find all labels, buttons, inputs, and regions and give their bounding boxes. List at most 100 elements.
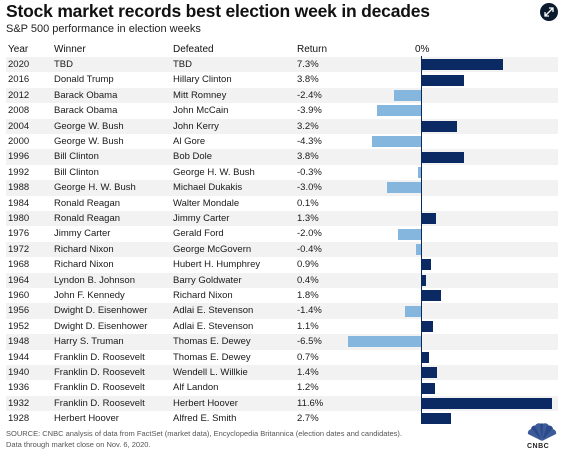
row-winner: Franklin D. Roosevelt: [54, 397, 145, 409]
row-defeated: Hillary Clinton: [173, 74, 232, 86]
row-defeated: Thomas E. Dewey: [173, 336, 251, 348]
bar-1996: [421, 151, 464, 163]
row-winner: George W. Bush: [54, 120, 124, 132]
row-year: 1972: [8, 243, 30, 255]
bar-1948: [347, 336, 421, 348]
row-year: 1956: [8, 305, 30, 317]
row-year: 2016: [8, 74, 30, 86]
row-winner: Jimmy Carter: [54, 228, 111, 240]
table-row: 2008 Barack Obama John McCain -3.9%: [6, 103, 558, 118]
bar-1980: [421, 213, 436, 225]
table-row: 2004 George W. Bush John Kerry 3.2%: [6, 118, 558, 134]
bar-1988: [387, 182, 421, 194]
bar-1968: [421, 259, 432, 271]
bar-1964: [421, 274, 426, 286]
header-winner: Winner: [54, 44, 86, 55]
row-return: 3.8%: [297, 74, 319, 86]
row-defeated: Herbert Hoover: [173, 397, 238, 409]
table-row: 2020 TBD TBD 7.3%: [6, 57, 558, 73]
row-return: 0.4%: [297, 274, 319, 286]
row-winner: Donald Trump: [54, 74, 114, 86]
row-winner: Richard Nixon: [54, 243, 114, 255]
row-year: 1968: [8, 259, 30, 271]
header-year: Year: [8, 44, 29, 55]
expand-button[interactable]: [540, 3, 558, 21]
cnbc-logo-icon: [527, 423, 557, 441]
row-return: 1.4%: [297, 367, 319, 378]
row-return: -3.9%: [297, 105, 322, 117]
table-row: 1972 Richard Nixon George McGovern -0.4%: [6, 241, 558, 258]
row-winner: Bill Clinton: [54, 151, 99, 163]
bar-2016: [421, 74, 464, 86]
row-year: 2008: [8, 105, 30, 117]
row-defeated: Alf Landon: [173, 382, 219, 394]
chart-subtitle: S&P 500 performance in election weeks: [6, 23, 201, 35]
row-defeated: John Kerry: [173, 120, 219, 132]
row-return: -0.3%: [297, 166, 322, 178]
bar-1952: [421, 321, 434, 332]
footer-source: SOURCE: CNBC analysis of data from FactS…: [6, 429, 402, 450]
row-year: 1976: [8, 228, 30, 240]
row-year: 1964: [8, 274, 30, 286]
row-year: 1932: [8, 397, 30, 409]
row-year: 1960: [8, 290, 30, 301]
table-row: 1960 John F. Kennedy Richard Nixon 1.8%: [6, 288, 558, 303]
row-return: -1.4%: [297, 305, 322, 317]
row-year: 1992: [8, 166, 30, 178]
row-return: 1.2%: [297, 382, 319, 394]
table-row: 1932 Franklin D. Roosevelt Herbert Hoover 1…: [6, 395, 558, 412]
row-defeated: Walter Mondale: [173, 197, 240, 209]
header-return: Return: [297, 44, 328, 55]
row-defeated: Al Gore: [173, 136, 206, 147]
row-year: 1940: [8, 367, 30, 378]
bar-1936: [421, 382, 435, 394]
row-year: 1928: [8, 413, 30, 425]
bar-1940: [421, 367, 437, 379]
row-winner: Ronald Reagan: [54, 197, 121, 209]
row-defeated: Bob Dole: [173, 151, 213, 163]
row-year: 1936: [8, 382, 30, 394]
table-row: 2012 Barack Obama Mitt Romney -2.4%: [6, 87, 558, 104]
row-return: -4.3%: [297, 136, 322, 147]
row-winner: George H. W. Bush: [54, 182, 136, 194]
table-row: 2000 George W. Bush Al Gore -4.3%: [6, 134, 558, 149]
row-year: 1988: [8, 182, 30, 194]
row-return: 0.9%: [297, 259, 319, 271]
bar-1976: [398, 228, 421, 240]
bar-2012: [393, 90, 421, 101]
bar-2004: [421, 120, 458, 132]
row-year: 2004: [8, 120, 30, 132]
row-winner: George W. Bush: [54, 136, 124, 147]
row-winner: Ronald Reagan: [54, 213, 121, 224]
row-year: 2020: [8, 59, 30, 70]
row-defeated: John McCain: [173, 105, 229, 117]
row-defeated: Hubert H. Humphrey: [173, 259, 261, 271]
row-year: 1996: [8, 151, 30, 163]
row-return: 0.7%: [297, 351, 319, 363]
bar-1944: [421, 351, 429, 363]
row-year: 1952: [8, 320, 30, 332]
row-defeated: Richard Nixon: [173, 290, 233, 301]
row-return: -6.5%: [297, 336, 322, 348]
row-defeated: Jimmy Carter: [173, 213, 230, 224]
row-winner: TBD: [54, 59, 73, 70]
row-winner: Franklin D. Roosevelt: [54, 367, 145, 378]
table-row: 1984 Ronald Reagan Walter Mondale 0.1%: [6, 196, 558, 211]
bar-1960: [421, 290, 442, 302]
row-winner: Franklin D. Roosevelt: [54, 351, 145, 363]
bar-1956: [405, 305, 421, 317]
row-defeated: George McGovern: [173, 243, 252, 255]
row-year: 1984: [8, 197, 30, 209]
chart-title: Stock market records best election week …: [6, 1, 430, 21]
row-return: 1.1%: [297, 320, 319, 332]
bar-1972: [416, 244, 421, 255]
row-return: -2.4%: [297, 89, 322, 101]
table-row: 1976 Jimmy Carter Gerald Ford -2.0%: [6, 226, 558, 241]
row-return: 3.8%: [297, 151, 319, 163]
table-row: 1952 Dwight D. Eisenhower Adlai E. Stevens…: [6, 319, 558, 334]
cnbc-logo-text: CNBC: [527, 443, 550, 450]
row-winner: Franklin D. Roosevelt: [54, 382, 145, 394]
row-winner: Dwight D. Eisenhower: [54, 305, 148, 317]
row-winner: Bill Clinton: [54, 166, 99, 178]
row-winner: Herbert Hoover: [54, 413, 119, 425]
